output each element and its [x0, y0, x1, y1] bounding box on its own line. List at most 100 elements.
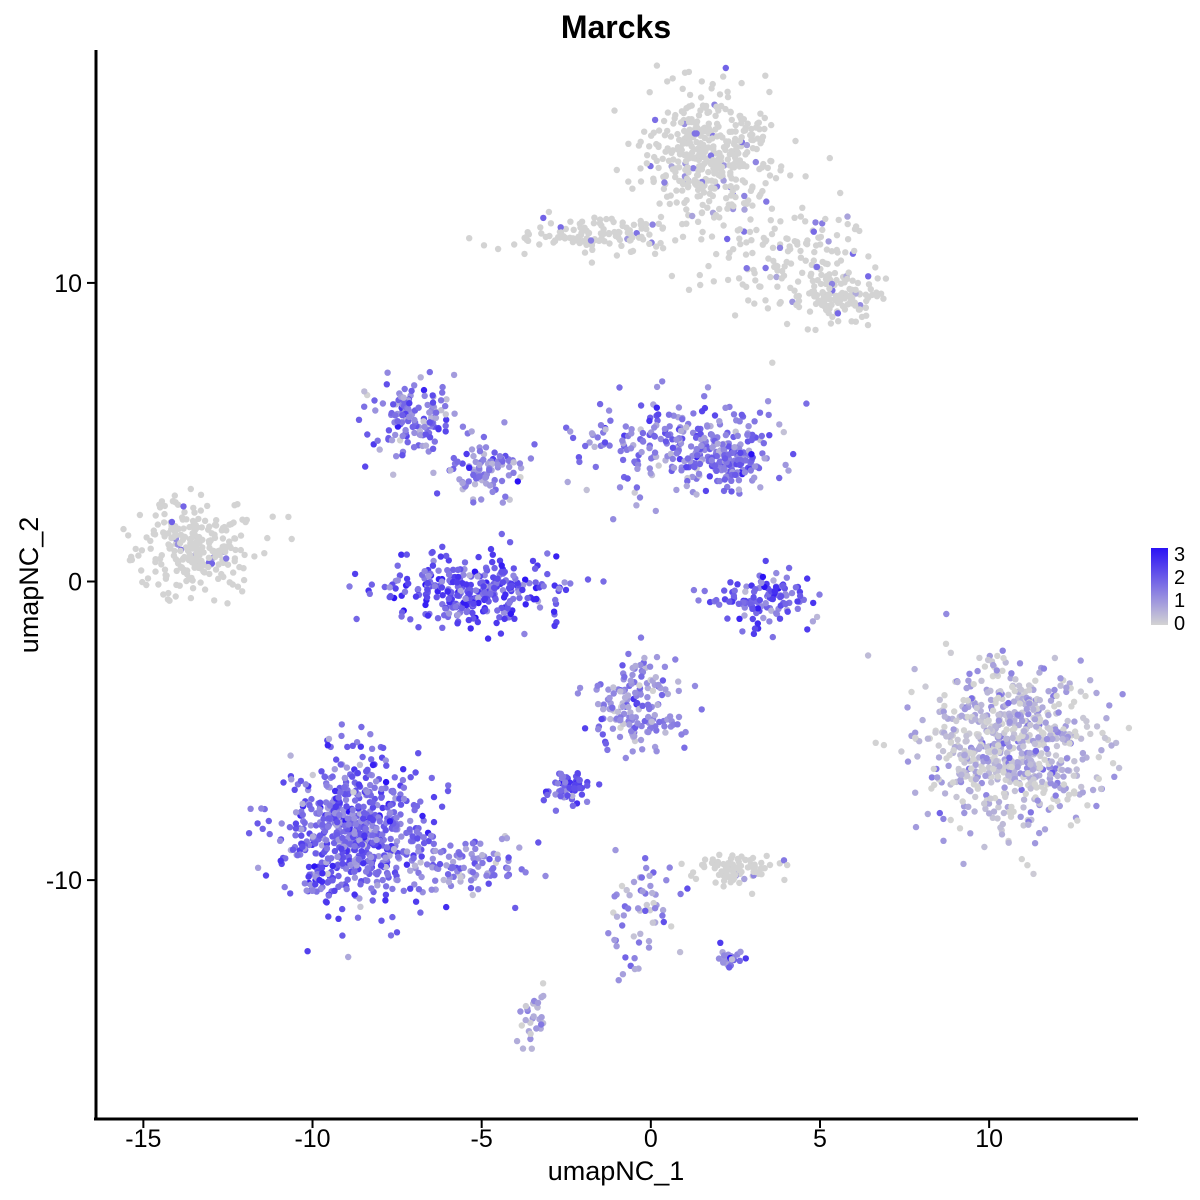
cell-point	[864, 652, 872, 659]
cell-point	[468, 428, 475, 435]
cell-point	[1015, 735, 1022, 742]
cell-point	[553, 553, 560, 560]
cell-point	[312, 881, 319, 888]
cell-point	[458, 604, 466, 612]
cell-point	[472, 845, 479, 853]
cell-point	[708, 177, 715, 184]
cell-point	[378, 785, 385, 793]
cell-point	[619, 662, 626, 669]
cell-point	[1052, 726, 1059, 733]
cell-point	[716, 458, 724, 466]
cell-point	[465, 478, 472, 485]
cell-point	[961, 809, 968, 817]
cell-point	[569, 434, 577, 442]
cell-point	[345, 953, 352, 961]
cell-point	[510, 459, 517, 466]
cell-point	[978, 677, 985, 684]
cell-point	[828, 301, 835, 308]
cell-point	[552, 596, 559, 604]
cell-point	[647, 470, 654, 477]
cell-point	[810, 257, 817, 264]
cell-point	[761, 125, 768, 133]
cell-point	[351, 843, 358, 850]
cell-point	[776, 244, 784, 251]
cell-point	[329, 773, 336, 780]
cell-point	[644, 701, 652, 708]
cell-point	[795, 292, 802, 300]
cell-point	[510, 572, 517, 579]
cell-point	[943, 733, 950, 740]
cell-point	[666, 423, 673, 430]
cell-point	[477, 840, 484, 847]
cell-point	[802, 257, 809, 264]
cell-point	[1060, 781, 1068, 788]
cell-point	[438, 803, 446, 810]
cell-point	[156, 555, 164, 563]
cell-point	[412, 769, 419, 776]
cell-point	[132, 545, 139, 553]
cell-point	[696, 460, 704, 468]
cell-point	[426, 419, 433, 426]
cell-point	[669, 455, 676, 463]
cell-point	[669, 166, 676, 173]
cell-point	[581, 249, 589, 256]
cell-point	[1055, 709, 1062, 716]
cell-point	[776, 474, 783, 482]
cell-point	[616, 236, 624, 244]
cell-point	[405, 580, 412, 587]
cell-point	[1018, 750, 1025, 757]
cell-point	[655, 681, 662, 689]
cell-point	[429, 562, 437, 569]
cell-point	[435, 567, 442, 574]
cell-point	[454, 566, 462, 573]
cell-point	[1006, 754, 1013, 761]
cell-point	[368, 756, 375, 763]
cell-point	[251, 553, 258, 560]
cell-point	[384, 369, 391, 376]
cell-point	[955, 765, 962, 773]
cell-point	[583, 486, 590, 494]
cell-point	[610, 516, 617, 523]
cell-point	[966, 670, 973, 677]
cell-point	[995, 742, 1002, 749]
cell-point	[721, 952, 728, 959]
cell-point	[1032, 747, 1040, 755]
cell-point	[538, 1014, 545, 1021]
cell-point	[449, 858, 457, 866]
cell-point	[1064, 796, 1071, 803]
cell-point	[649, 889, 656, 897]
cell-point	[151, 531, 159, 538]
cell-point	[719, 134, 726, 141]
cell-point	[804, 326, 811, 333]
cell-point	[241, 551, 248, 559]
cell-point	[760, 614, 767, 622]
cell-point	[1031, 840, 1039, 847]
cell-point	[522, 601, 529, 608]
cell-point	[759, 573, 767, 581]
cell-point	[166, 545, 173, 552]
cell-point	[224, 600, 231, 607]
cell-point	[432, 877, 439, 884]
cell-point	[261, 550, 268, 557]
cell-point	[766, 172, 774, 179]
cell-point	[826, 154, 833, 162]
cell-point	[989, 765, 997, 773]
cell-point	[662, 148, 669, 155]
cell-point	[752, 277, 759, 284]
cell-point	[361, 832, 368, 839]
cell-point	[656, 718, 663, 726]
cell-point	[720, 446, 727, 454]
cell-point	[791, 287, 798, 294]
cell-point	[1005, 699, 1012, 707]
cell-point	[138, 567, 145, 574]
cell-point	[411, 806, 418, 814]
cell-point	[445, 853, 453, 860]
cell-point	[160, 529, 167, 537]
cell-point	[822, 215, 829, 223]
cell-point	[834, 260, 841, 267]
cell-point	[557, 770, 565, 777]
cell-point	[972, 793, 979, 801]
cell-point	[1032, 677, 1039, 684]
cell-point	[1111, 773, 1118, 780]
